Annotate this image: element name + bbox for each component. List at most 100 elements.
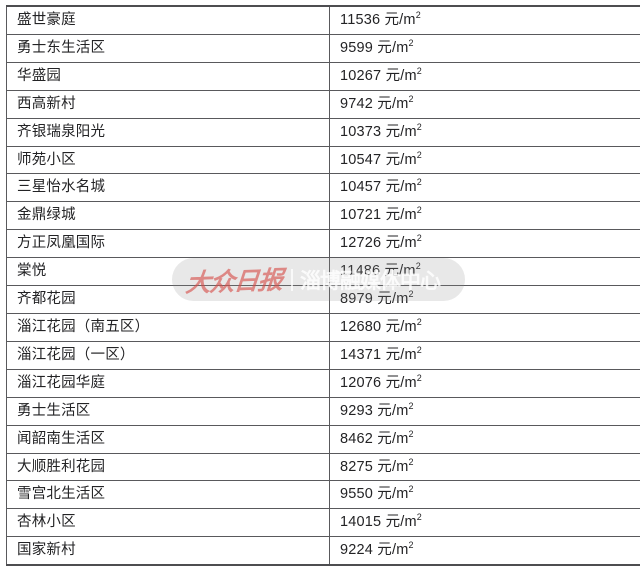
- community-name-cell: 齐都花园: [7, 286, 330, 314]
- price-number: 11536: [340, 12, 380, 28]
- price-value-cell: 8462 元/m2: [330, 425, 640, 453]
- price-number: 8462: [340, 431, 373, 447]
- price-unit: 元/m2: [377, 40, 413, 56]
- unit-exponent: 2: [409, 540, 414, 550]
- price-value-cell: 14371 元/m2: [330, 341, 640, 369]
- unit-exponent: 2: [409, 401, 414, 411]
- price-unit: 元/m2: [386, 319, 422, 335]
- price-value-cell: 9293 元/m2: [330, 397, 640, 425]
- price-value-cell: 10373 元/m2: [330, 118, 640, 146]
- community-name-cell: 杏林小区: [7, 509, 330, 537]
- community-name-cell: 盛世豪庭: [7, 6, 330, 34]
- table-row: 勇士东生活区 9599 元/m2: [7, 34, 640, 62]
- price-value-cell: 11486 元/m2: [330, 258, 640, 286]
- price-number: 11486: [340, 263, 380, 279]
- community-name-cell: 西高新村: [7, 90, 330, 118]
- unit-exponent: 2: [417, 317, 422, 327]
- unit-exponent: 2: [417, 150, 422, 160]
- unit-exponent: 2: [409, 429, 414, 439]
- unit-exponent: 2: [417, 233, 422, 243]
- community-name-cell: 金鼎绿城: [7, 202, 330, 230]
- price-unit: 元/m2: [386, 179, 422, 195]
- community-name-cell: 闻韶南生活区: [7, 425, 330, 453]
- community-name-cell: 师苑小区: [7, 146, 330, 174]
- price-value-cell: 10457 元/m2: [330, 174, 640, 202]
- unit-exponent: 2: [417, 122, 422, 132]
- price-number: 10373: [340, 124, 381, 140]
- table-row: 淄江花园（南五区）12680 元/m2: [7, 313, 640, 341]
- price-unit: 元/m2: [386, 347, 422, 363]
- community-name-cell: 齐银瑞泉阳光: [7, 118, 330, 146]
- unit-exponent: 2: [417, 373, 422, 383]
- table-row: 西高新村 9742 元/m2: [7, 90, 640, 118]
- community-name-cell: 淄江花园（南五区）: [7, 313, 330, 341]
- price-number: 10457: [340, 179, 381, 195]
- unit-exponent: 2: [416, 261, 421, 271]
- price-value-cell: 12726 元/m2: [330, 230, 640, 258]
- price-value-cell: 10721 元/m2: [330, 202, 640, 230]
- unit-exponent: 2: [417, 206, 422, 216]
- unit-exponent: 2: [417, 66, 422, 76]
- price-value-cell: 9224 元/m2: [330, 537, 640, 565]
- price-value-cell: 12076 元/m2: [330, 369, 640, 397]
- unit-exponent: 2: [417, 512, 422, 522]
- community-name-cell: 棠悦: [7, 258, 330, 286]
- price-unit: 元/m2: [386, 207, 422, 223]
- price-unit: 元/m2: [377, 403, 413, 419]
- community-name-cell: 勇士东生活区: [7, 34, 330, 62]
- price-number: 10547: [340, 152, 381, 168]
- unit-exponent: 2: [409, 38, 414, 48]
- community-name-cell: 淄江花园华庭: [7, 369, 330, 397]
- price-unit: 元/m2: [386, 375, 422, 391]
- price-unit: 元/m2: [386, 68, 422, 84]
- price-value-cell: 9550 元/m2: [330, 481, 640, 509]
- price-unit: 元/m2: [386, 124, 422, 140]
- price-value-cell: 14015 元/m2: [330, 509, 640, 537]
- price-number: 14371: [340, 347, 381, 363]
- price-number: 8275: [340, 459, 373, 475]
- community-name-cell: 淄江花园（一区）: [7, 341, 330, 369]
- community-name-cell: 大顺胜利花园: [7, 453, 330, 481]
- price-unit: 元/m2: [377, 431, 413, 447]
- unit-exponent: 2: [417, 178, 422, 188]
- price-number: 9293: [340, 403, 373, 419]
- price-value-cell: 11536 元/m2: [330, 6, 640, 34]
- price-value-cell: 8275 元/m2: [330, 453, 640, 481]
- price-unit: 元/m2: [377, 96, 413, 112]
- community-name-cell: 国家新村: [7, 537, 330, 565]
- price-number: 12076: [340, 375, 381, 391]
- price-value-cell: 8979 元/m2: [330, 286, 640, 314]
- price-number: 8979: [340, 291, 373, 307]
- table-row: 淄江花园（一区）14371 元/m2: [7, 341, 640, 369]
- unit-exponent: 2: [417, 345, 422, 355]
- price-number: 9599: [340, 40, 373, 56]
- price-value-cell: 10547 元/m2: [330, 146, 640, 174]
- price-number: 9742: [340, 96, 373, 112]
- price-unit: 元/m2: [386, 514, 422, 530]
- price-unit: 元/m2: [384, 263, 420, 279]
- price-number: 10721: [340, 207, 381, 223]
- price-number: 14015: [340, 514, 381, 530]
- unit-exponent: 2: [409, 289, 414, 299]
- price-unit: 元/m2: [386, 152, 422, 168]
- price-number: 12726: [340, 235, 381, 251]
- community-name-cell: 华盛园: [7, 62, 330, 90]
- price-unit: 元/m2: [377, 486, 413, 502]
- price-number: 9550: [340, 486, 373, 502]
